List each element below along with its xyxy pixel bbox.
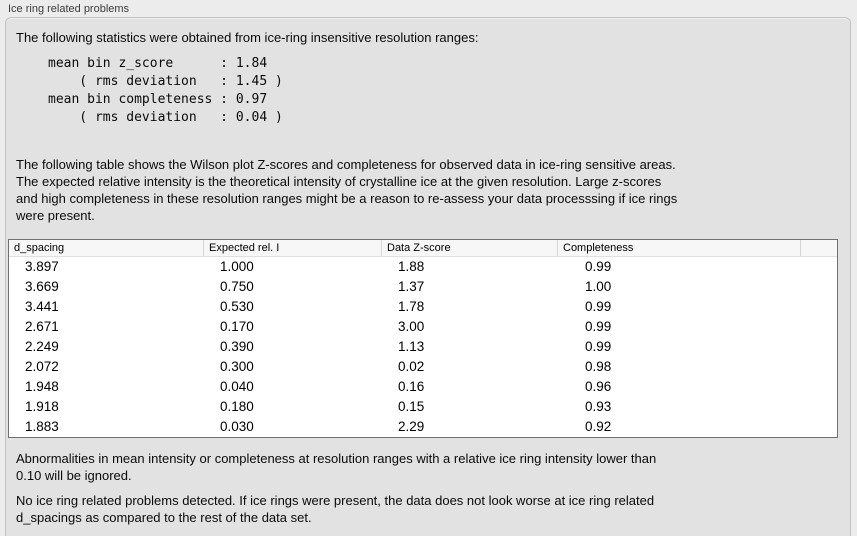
cell-d-spacing: 2.671 (25, 319, 59, 334)
cell-spacer (800, 337, 837, 357)
cell-spacer (800, 417, 837, 437)
ice-ring-table: d_spacing Expected rel. I Data Z-score Comp… (8, 239, 838, 438)
cell-d-spacing: 1.948 (25, 379, 59, 394)
cell-completeness: 0.96 (585, 379, 612, 394)
cell-expected-rel-i: 0.530 (220, 299, 254, 314)
intro-text: The following statistics were obtained f… (16, 30, 479, 45)
table-row[interactable]: 2.249 0.390 1.13 0.99 (9, 337, 837, 357)
cell-spacer (800, 357, 837, 377)
cell-completeness: 0.99 (585, 319, 612, 334)
cell-d-spacing: 1.918 (25, 399, 59, 414)
table-row[interactable]: 3.441 0.530 1.78 0.99 (9, 297, 837, 317)
column-header-completeness[interactable]: Completeness (557, 240, 800, 256)
table-row[interactable]: 2.671 0.170 3.00 0.99 (9, 317, 837, 337)
cell-data-z-score: 0.15 (398, 399, 425, 414)
cell-expected-rel-i: 0.030 (220, 419, 254, 434)
cell-data-z-score: 0.16 (398, 379, 425, 394)
cell-data-z-score: 2.29 (398, 419, 425, 434)
cell-d-spacing: 3.669 (25, 279, 59, 294)
conclusion-text: No ice ring related problems detected. I… (16, 493, 655, 525)
cell-completeness: 1.00 (585, 279, 612, 294)
cell-data-z-score: 0.02 (398, 359, 425, 374)
column-header-spacer[interactable] (800, 240, 837, 256)
cell-spacer (800, 277, 837, 297)
cell-spacer (800, 317, 837, 337)
cell-d-spacing: 1.883 (25, 419, 59, 434)
cell-expected-rel-i: 0.180 (220, 399, 254, 414)
cell-spacer (800, 377, 837, 397)
cell-completeness: 0.99 (585, 299, 612, 314)
cell-spacer (800, 257, 837, 277)
table-header-row: d_spacing Expected rel. I Data Z-score Comp… (9, 240, 837, 257)
cell-expected-rel-i: 0.750 (220, 279, 254, 294)
table-row[interactable]: 3.897 1.000 1.88 0.99 (9, 257, 837, 277)
ignore-note: Abnormalities in mean intensity or compl… (16, 451, 657, 483)
cell-expected-rel-i: 0.170 (220, 319, 254, 334)
cell-completeness: 0.93 (585, 399, 612, 414)
cell-spacer (800, 397, 837, 417)
group-box-title: Ice ring related problems (8, 3, 130, 15)
table-row[interactable]: 1.948 0.040 0.16 0.96 (9, 377, 837, 397)
cell-d-spacing: 2.072 (25, 359, 59, 374)
cell-data-z-score: 1.88 (398, 259, 425, 274)
cell-completeness: 0.99 (585, 259, 612, 274)
cell-expected-rel-i: 1.000 (220, 259, 254, 274)
column-header-data-z-score[interactable]: Data Z-score (381, 240, 557, 256)
cell-d-spacing: 3.897 (25, 259, 59, 274)
table-row[interactable]: 1.918 0.180 0.15 0.93 (9, 397, 837, 417)
column-header-d-spacing[interactable]: d_spacing (14, 242, 65, 254)
table-row[interactable]: 3.669 0.750 1.37 1.00 (9, 277, 837, 297)
cell-expected-rel-i: 0.300 (220, 359, 254, 374)
table-description: The following table shows the Wilson plo… (16, 157, 678, 223)
cell-completeness: 0.92 (585, 419, 612, 434)
cell-expected-rel-i: 0.040 (220, 379, 254, 394)
cell-data-z-score: 1.13 (398, 339, 425, 354)
table-row[interactable]: 2.072 0.300 0.02 0.98 (9, 357, 837, 377)
cell-data-z-score: 3.00 (398, 319, 425, 334)
cell-d-spacing: 2.249 (25, 339, 59, 354)
column-header-expected-rel-i[interactable]: Expected rel. I (203, 240, 381, 256)
cell-expected-rel-i: 0.390 (220, 339, 254, 354)
cell-data-z-score: 1.78 (398, 299, 425, 314)
table-row[interactable]: 1.883 0.030 2.29 0.92 (9, 417, 837, 437)
cell-completeness: 0.99 (585, 339, 612, 354)
ice-ring-panel: The following statistics were obtained f… (5, 17, 851, 536)
table-body: 3.897 1.000 1.88 0.99 3.669 0.750 1.37 1.00 3.44… (9, 257, 837, 437)
cell-data-z-score: 1.37 (398, 279, 425, 294)
cell-d-spacing: 3.441 (25, 299, 59, 314)
cell-spacer (800, 297, 837, 317)
cell-completeness: 0.98 (585, 359, 612, 374)
stats-block: mean bin z_score : 1.84 ( rms deviation … (48, 56, 283, 125)
